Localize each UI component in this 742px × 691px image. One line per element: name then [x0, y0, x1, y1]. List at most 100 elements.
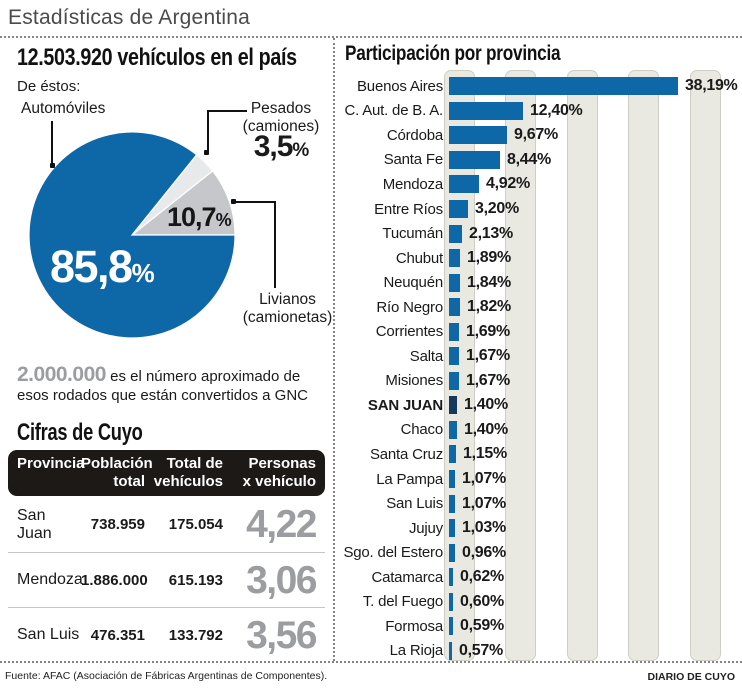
bar-value-label: 1,67%	[466, 347, 510, 365]
cell-vehiculos: 175.054	[168, 516, 223, 533]
bar-category-label: Santa Cruz	[369, 445, 443, 463]
bar-value-label: 1,07%	[462, 470, 506, 488]
bar	[449, 420, 457, 439]
bar-value-label: 8,44%	[507, 150, 551, 168]
bar	[449, 175, 479, 194]
bar-row: Jujuy 1,03%	[340, 516, 740, 541]
bar	[449, 126, 507, 145]
bar	[449, 470, 455, 489]
bar-category-label: T. del Fuego	[362, 593, 443, 611]
bar	[449, 224, 462, 243]
cell-personas-x-vehiculo: 4,22	[246, 503, 317, 546]
cell-provincia: San Luis	[17, 626, 80, 643]
col-personas: Personas x vehículo	[242, 455, 316, 490]
bar-value-label: 1,82%	[467, 298, 511, 316]
bar	[449, 396, 457, 415]
livianos-label-line1: Livianos	[259, 291, 316, 308]
bar-value-label: 1,07%	[462, 494, 506, 512]
bar-row: Neuquén 1,84%	[340, 270, 740, 295]
cell-provincia: San Juan	[17, 506, 52, 542]
cell-vehiculos: 615.193	[168, 571, 223, 589]
bar-category-label: Salta	[409, 347, 443, 365]
bar-row: Corrientes 1,69%	[340, 319, 740, 344]
bar-value-label: 0,57%	[459, 641, 503, 659]
cuyo-section-title: Cifras de Cuyo	[17, 419, 143, 446]
bar	[449, 568, 453, 587]
bar-row: Sgo. del Estero 0,96%	[340, 540, 740, 565]
cuyo-table-body: San Juan 738.959 175.054 4,22 Mendoza 1.…	[8, 497, 325, 662]
bar-value-label: 0,62%	[460, 568, 504, 586]
bar-row: Salta 1,67%	[340, 344, 740, 369]
callout-pesados-line-h	[207, 110, 247, 112]
bar-row: Entre Ríos 3,20%	[340, 197, 740, 222]
cuyo-table-header: Provincia Población total Total de vehícul…	[8, 450, 325, 496]
bar	[449, 150, 500, 169]
bar-category-label: Chubut	[395, 249, 443, 267]
top-dotted-divider	[0, 36, 742, 38]
grid-band	[567, 70, 598, 661]
source-credit: Fuente: AFAC (Asociación de Fábricas Arg…	[5, 670, 328, 682]
bar-category-label: Santa Fe	[383, 151, 443, 169]
pie-slice-livianos	[130, 170, 236, 236]
bar-row: Chaco 1,40%	[340, 418, 740, 443]
callout-automoviles-dot	[50, 163, 55, 168]
bar-row: Chubut 1,89%	[340, 246, 740, 271]
bar-category-label: La Rioja	[389, 642, 444, 660]
bar	[449, 641, 452, 660]
bar-category-label: Sgo. del Estero	[343, 544, 443, 562]
callout-automoviles-line	[51, 121, 53, 164]
bar-category-label: San Luis	[386, 495, 443, 513]
bar-category-label: SAN JUAN	[367, 396, 443, 414]
table-row: Mendoza 1.886.000 615.193 3,06	[8, 552, 325, 607]
bar	[449, 77, 678, 96]
bar-value-label: 2,13%	[469, 224, 513, 242]
bar-value-label: 1,40%	[464, 420, 508, 438]
grid-band	[690, 70, 721, 661]
bar-value-label: 38,19%	[685, 77, 738, 95]
callout-automoviles-label: Automóviles	[21, 100, 106, 117]
bar	[449, 592, 453, 611]
bar-row: SAN JUAN 1,40%	[340, 393, 740, 418]
bar-row: Catamarca 0,62%	[340, 565, 740, 590]
livianos-label-line2: (camionetas)	[242, 309, 333, 326]
bar-value-label: 3,20%	[475, 200, 519, 217]
grid-band	[505, 70, 536, 661]
bar-row: Santa Fe 8,44%	[340, 148, 740, 173]
bar-value-label: 1,03%	[462, 519, 506, 537]
page-title: Estadísticas de Argentina	[8, 6, 250, 29]
cell-provincia: Mendoza	[17, 571, 83, 588]
bar-row: Buenos Aires 38,19%	[340, 74, 740, 99]
cell-personas-x-vehiculo: 3,56	[246, 613, 317, 657]
bar	[449, 519, 455, 538]
gnc-note: 2.000.000 es el número aproximado de eso…	[17, 363, 325, 405]
cell-poblacion: 1.886.000	[81, 571, 148, 589]
pesados-label-line2: (camiones)	[242, 118, 320, 135]
bar-category-label: Chaco	[400, 421, 444, 439]
bottom-dotted-divider	[0, 661, 742, 663]
bar-category-label: Formosa	[385, 617, 443, 635]
bar-category-label: La Pampa	[376, 470, 443, 488]
bar-row: Tucumán 2,13%	[340, 221, 740, 246]
bar	[449, 322, 459, 341]
bar-category-label: Tucumán	[382, 225, 443, 243]
bar	[449, 298, 460, 317]
bar-value-label: 1,40%	[464, 396, 508, 414]
bar-row: Córdoba 9,67%	[340, 123, 740, 148]
bar	[449, 494, 455, 513]
pesados-value: 3,5%	[253, 130, 310, 163]
cell-personas-x-vehiculo: 3,06	[246, 558, 317, 602]
bar	[449, 543, 455, 562]
callout-livianos-dot	[231, 199, 236, 204]
bar-value-label: 0,60%	[460, 592, 504, 610]
gnc-number: 2.000.000	[17, 363, 106, 386]
bar-category-label: Neuquén	[383, 274, 444, 292]
bar-category-label: Entre Ríos	[374, 200, 443, 218]
bar-category-label: Córdoba	[386, 126, 443, 144]
bar-category-label: Corrientes	[375, 323, 443, 341]
bar-value-label: 4,92%	[486, 175, 530, 193]
bar	[449, 273, 460, 292]
bar-value-label: 12,40%	[530, 101, 583, 119]
bar-row: T. del Fuego 0,60%	[340, 589, 740, 614]
pie-chart	[28, 131, 236, 339]
